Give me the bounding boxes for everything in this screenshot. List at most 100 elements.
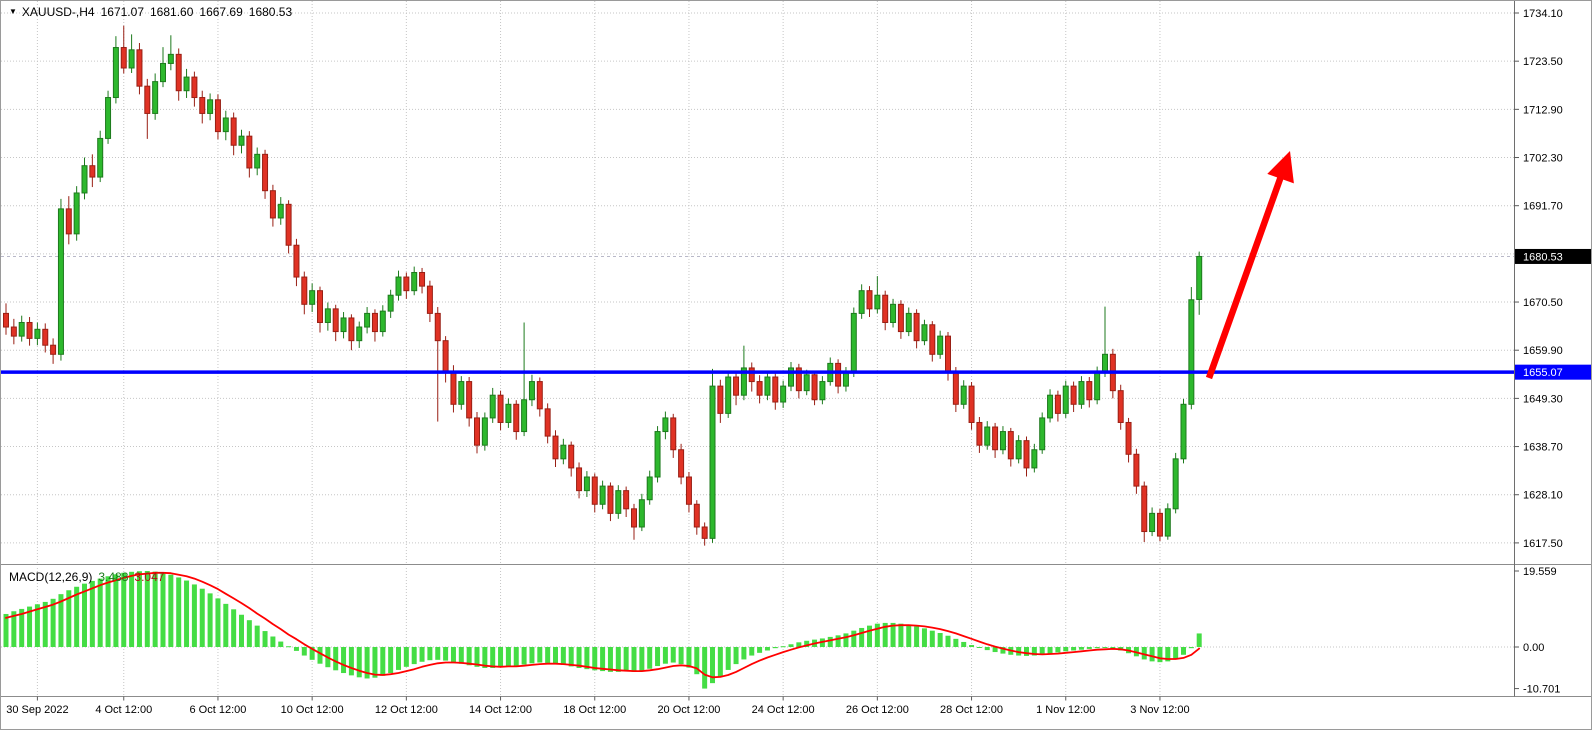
candle-body: [1078, 381, 1085, 405]
candle-body: [269, 190, 276, 219]
candle-body: [1007, 431, 1014, 460]
macd-axis[interactable]: 19.559 0.00 -10.701: [1514, 566, 1560, 696]
candle-body: [999, 431, 1006, 451]
price-axis[interactable]: 1734.10 1723.50 1712.90 1702.30 1691.70 1670.…: [1514, 8, 1563, 550]
candle-body: [646, 476, 653, 501]
macd-bar: [309, 647, 315, 660]
macd-bar: [749, 647, 755, 656]
macd-bar: [317, 647, 323, 664]
candle-body: [230, 117, 237, 146]
candle-body: [340, 317, 347, 333]
macd-bar: [529, 647, 535, 664]
macd-bar: [1181, 647, 1186, 655]
macd-bar: [490, 647, 496, 668]
candle-body: [788, 367, 794, 387]
macd-bar: [890, 622, 896, 647]
macd-bar: [1031, 647, 1037, 656]
candle-body: [850, 312, 857, 373]
macd-bar: [152, 571, 158, 647]
candle-body: [811, 374, 818, 401]
candle-body: [952, 371, 959, 405]
macd-bar: [921, 628, 927, 647]
macd-bar: [3, 613, 9, 647]
svg-text:-10.701: -10.701: [1523, 684, 1560, 696]
macd-bar: [678, 647, 684, 665]
candle-body: [505, 403, 512, 423]
macd-bar: [992, 647, 998, 653]
candle-body: [497, 394, 504, 423]
candle-body: [214, 99, 221, 133]
macd-bar: [670, 647, 676, 663]
candle-body: [246, 135, 253, 169]
candle-body: [222, 117, 229, 133]
candle-body: [371, 312, 378, 333]
close-value: 1680.53: [248, 5, 293, 19]
macd-bar: [914, 626, 920, 647]
macd-bar: [113, 574, 119, 647]
candlesticks[interactable]: [3, 25, 1203, 546]
macd-bar: [50, 598, 56, 647]
macd-bar: [1000, 647, 1006, 654]
candle-body: [301, 276, 308, 305]
high-value: 1681.60: [150, 5, 194, 19]
time-axis[interactable]: 30 Sep 2022 4 Oct 12:00 6 Oct 12:00 10 Oct …: [6, 696, 1190, 717]
macd-bar: [851, 630, 857, 647]
hline-price-badge: 1655.07: [1515, 364, 1591, 380]
candle-body: [395, 276, 402, 296]
macd-bar: [19, 608, 25, 647]
macd-bar: [458, 647, 464, 664]
macd-bar: [623, 647, 629, 672]
candle-body: [120, 47, 127, 69]
candle-body: [277, 203, 284, 219]
macd-bar: [11, 611, 17, 647]
candle-body: [10, 326, 17, 337]
macd-bar: [600, 647, 606, 672]
candle-body: [913, 312, 920, 342]
candle-body: [1062, 385, 1069, 414]
candle-body: [89, 165, 96, 178]
candle-body: [65, 208, 72, 235]
macd-bar: [1047, 647, 1053, 654]
macd-bar: [796, 642, 802, 647]
svg-text:30 Sep 2022: 30 Sep 2022: [6, 704, 68, 716]
macd-bar: [34, 604, 40, 647]
candle-body: [945, 335, 951, 373]
dropdown-triangle-icon[interactable]: ▼: [9, 7, 17, 16]
candle-body: [560, 444, 567, 460]
candle-body: [1164, 508, 1171, 537]
candle-body: [379, 310, 386, 333]
macd-signal-line: [5, 571, 1201, 679]
candle-body: [623, 490, 630, 510]
candle-body: [1156, 512, 1163, 537]
candle-body: [1054, 394, 1061, 414]
trend-arrow[interactable]: [1205, 151, 1294, 380]
macd-bar: [1024, 647, 1029, 656]
candle-body: [348, 317, 355, 342]
svg-text:14 Oct 12:00: 14 Oct 12:00: [469, 704, 532, 716]
candle-body: [1094, 371, 1101, 401]
candle-body: [866, 290, 873, 310]
macd-bar: [976, 647, 982, 648]
macd-main-value: 3.488: [98, 570, 129, 584]
candle-body: [544, 408, 551, 437]
macd-bar: [427, 647, 433, 661]
candle-body: [144, 85, 151, 114]
svg-text:1655.07: 1655.07: [1523, 367, 1563, 379]
svg-text:0.00: 0.00: [1523, 642, 1544, 654]
macd-bar: [199, 588, 205, 647]
candle-body: [678, 449, 685, 478]
candle-body: [905, 312, 912, 333]
macd-bar: [961, 641, 967, 647]
candle-body: [654, 431, 661, 478]
macd-bar: [592, 647, 598, 671]
svg-text:19.559: 19.559: [1523, 566, 1557, 578]
macd-bar: [576, 647, 582, 668]
macd-bar: [1141, 647, 1147, 660]
svg-text:28 Oct 12:00: 28 Oct 12:00: [940, 704, 1003, 716]
candle-body: [890, 303, 897, 323]
candle-body: [199, 97, 206, 114]
candle-body: [57, 208, 64, 355]
macd-bar: [882, 622, 888, 647]
